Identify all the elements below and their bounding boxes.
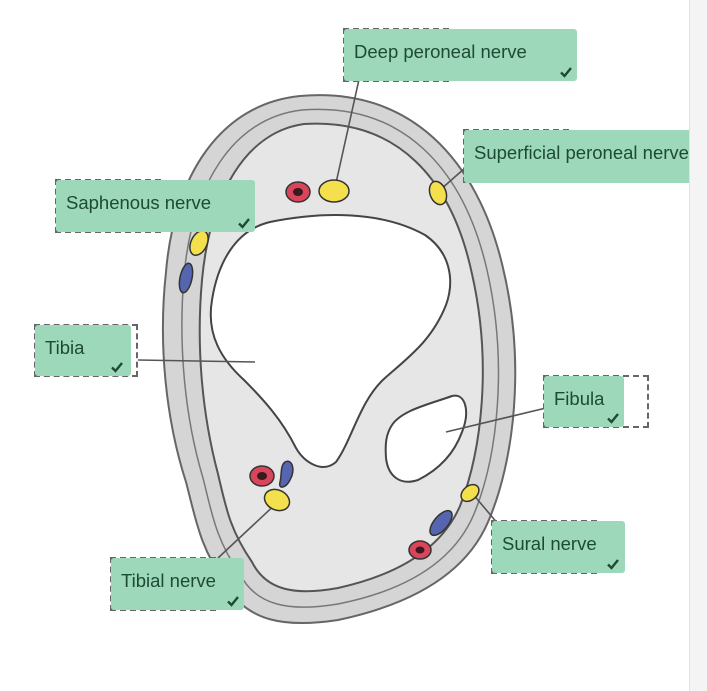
scroll-edge	[689, 0, 707, 691]
label-deep-peroneal-nerve[interactable]: Deep peroneal nerve	[344, 29, 577, 81]
leader-tibial	[217, 499, 281, 559]
label-fibula[interactable]: Fibula	[544, 376, 624, 427]
label-tibia[interactable]: Tibia	[35, 325, 131, 376]
check-icon	[607, 412, 619, 424]
fibula-bone	[384, 394, 468, 483]
nerve-superficial-peroneal	[428, 180, 448, 206]
label-sural-nerve[interactable]: Sural nerve	[492, 521, 625, 573]
label-text: Tibia	[45, 337, 85, 358]
label-text: Fibula	[554, 388, 605, 409]
vein-lesser-saphenous	[429, 509, 453, 537]
leader-deep-peroneal	[335, 74, 361, 184]
check-icon	[607, 558, 619, 570]
nerve-sural	[460, 483, 480, 503]
label-text: Tibial nerve	[121, 570, 216, 591]
check-icon	[560, 66, 572, 78]
check-icon	[238, 217, 250, 229]
leader-tibia	[137, 359, 256, 363]
label-tibial-nerve[interactable]: Tibial nerve	[111, 558, 244, 610]
label-text: Saphenous nerve	[66, 192, 212, 213]
label-superficial-peroneal-nerve[interactable]: Superficial peroneal nerve	[464, 130, 692, 183]
check-icon	[227, 595, 239, 607]
label-text: Deep peroneal nerve	[354, 41, 527, 62]
label-text: Superficial peroneal nerve	[474, 142, 689, 163]
vein-posterior	[278, 460, 294, 488]
label-saphenous-nerve[interactable]: Saphenous nerve	[56, 180, 255, 232]
nerve-tibial	[263, 488, 291, 512]
leader-fibula	[445, 407, 547, 433]
label-text: Sural nerve	[502, 533, 597, 554]
check-icon	[111, 361, 123, 373]
tibia-bone	[209, 214, 452, 468]
vein-saphenous	[178, 262, 194, 294]
nerve-deep-peroneal	[318, 179, 350, 203]
